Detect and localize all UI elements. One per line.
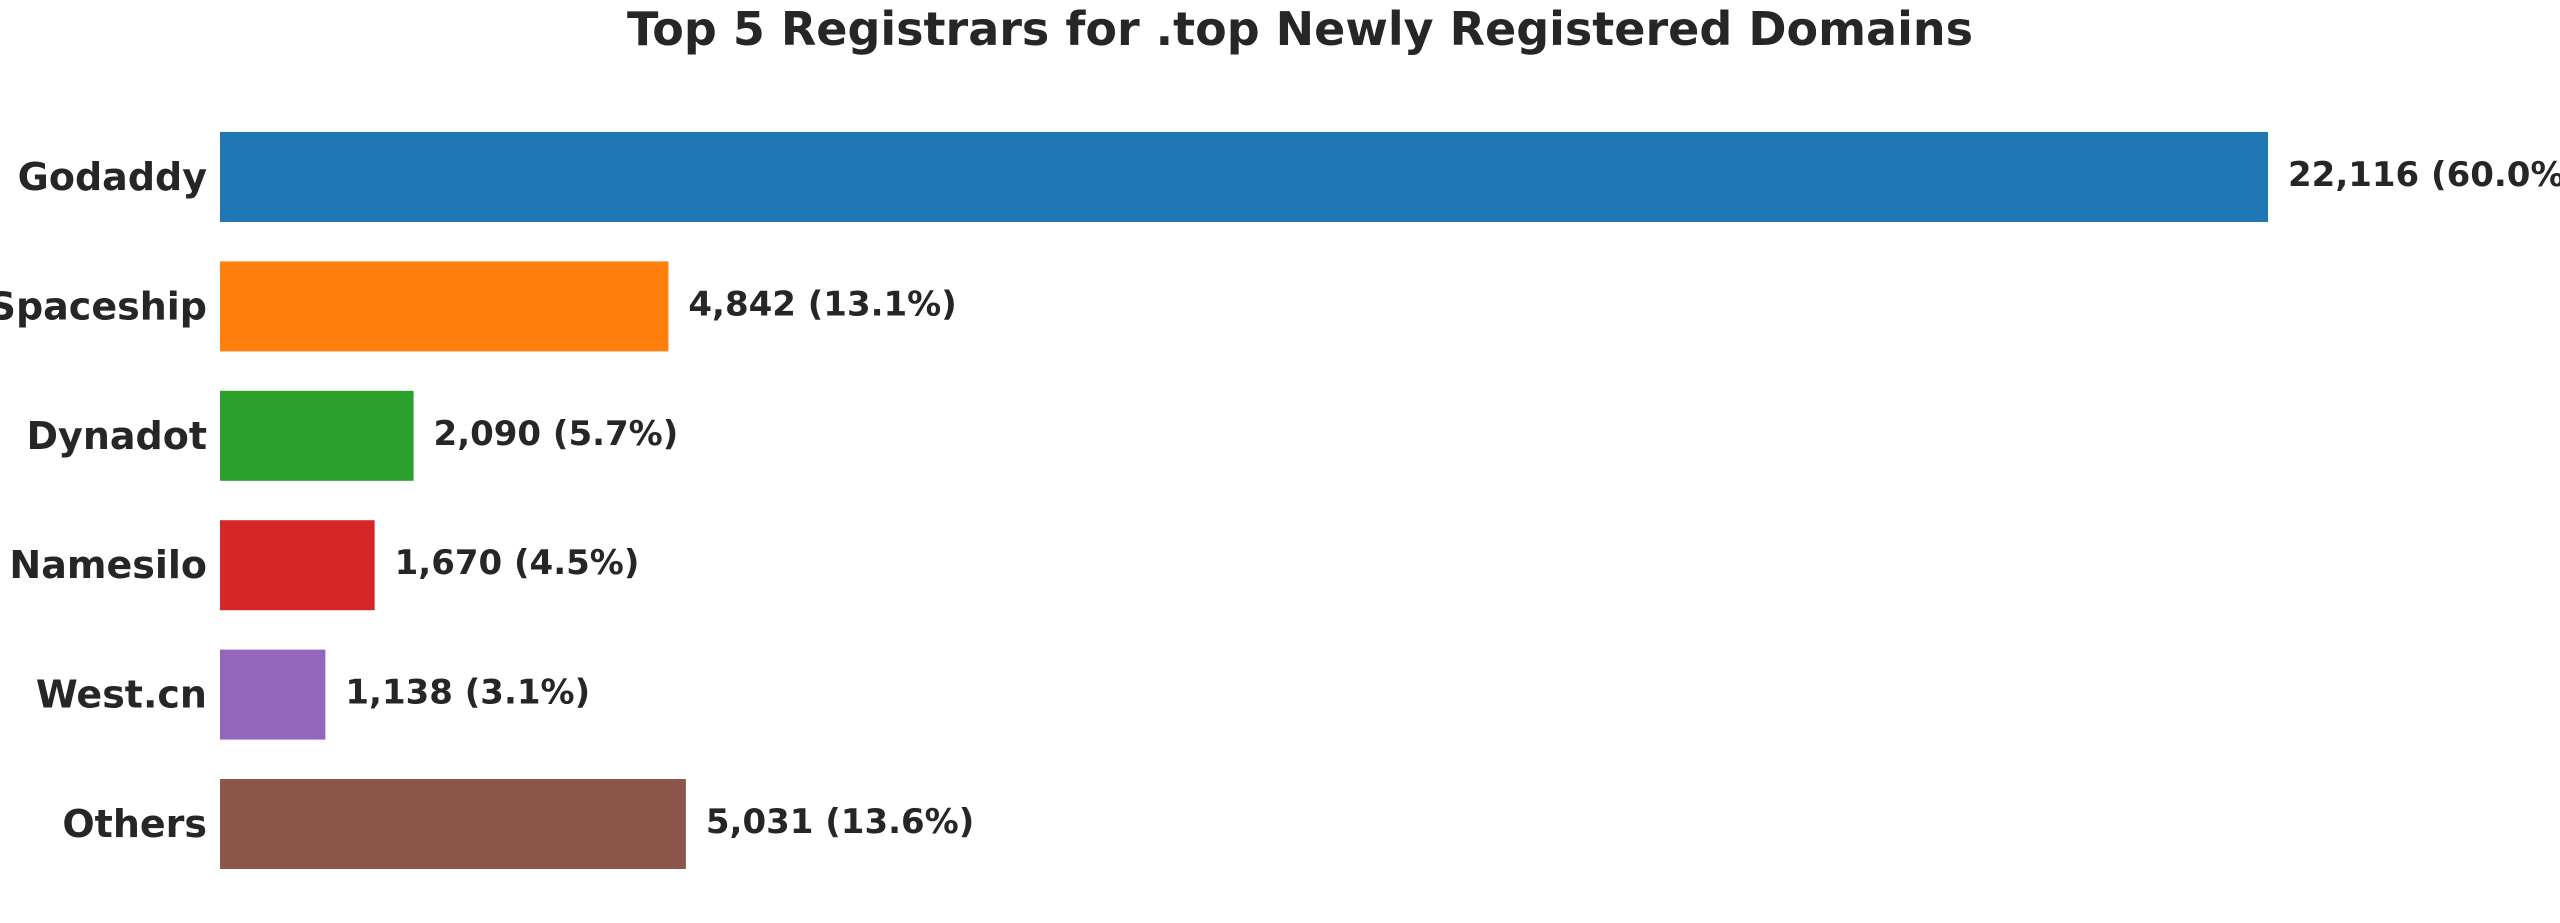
chart-title: Top 5 Registrars for .top Newly Register…	[627, 2, 1973, 56]
bar-dynadot	[220, 390, 414, 481]
category-label-others: Others	[62, 802, 207, 846]
category-label-west-cn: West.cn	[36, 673, 207, 717]
value-label-dynadot: 2,090 (5.7%)	[434, 414, 679, 454]
category-labels: Godaddy Spaceship Dynadot Namesilo West.cn Ot…	[0, 155, 207, 846]
value-label-namesilo: 1,670 (4.5%)	[395, 543, 640, 583]
bar-namesilo	[220, 520, 375, 611]
value-labels: 22,116 (60.0%) * 4,842 (13.1%) 2,090 (5.7%…	[345, 155, 2560, 842]
bar-west-cn	[220, 649, 326, 740]
bar-godaddy	[220, 132, 2268, 222]
category-label-namesilo: Namesilo	[9, 543, 207, 587]
bar-others	[220, 779, 686, 869]
value-label-others: 5,031 (13.6%)	[706, 802, 974, 842]
category-label-dynadot: Dynadot	[27, 414, 207, 458]
value-label-godaddy: 22,116 (60.0%) *	[2288, 155, 2560, 195]
category-label-godaddy: Godaddy	[18, 155, 208, 199]
category-label-spaceship: Spaceship	[0, 284, 207, 328]
value-label-spaceship: 4,842 (13.1%)	[688, 284, 956, 324]
bar-spaceship	[220, 261, 669, 352]
bars-layer	[220, 132, 2268, 869]
value-label-west-cn: 1,138 (3.1%)	[345, 673, 590, 713]
